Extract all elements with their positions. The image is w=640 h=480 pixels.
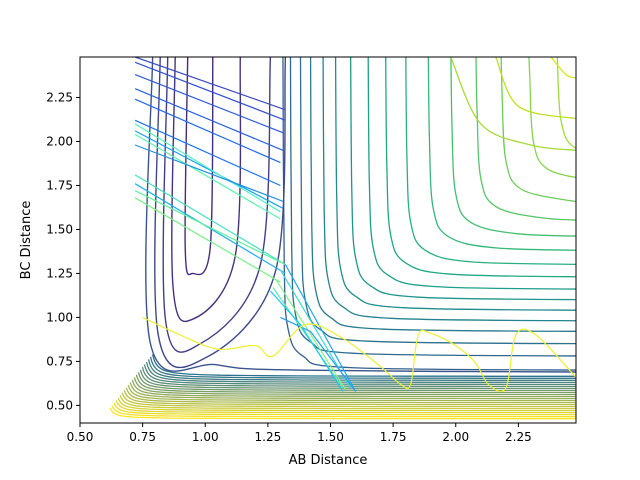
wall-contour [149, 356, 576, 379]
valley-contour [349, 57, 576, 301]
x-tick-label: 0.50 [67, 430, 94, 444]
x-tick-label: 1.00 [192, 430, 219, 444]
y-tick-label: 0.75 [46, 354, 73, 368]
valley-contour [289, 57, 576, 357]
well-contour [184, 57, 214, 276]
trajectory-line [134, 57, 286, 111]
x-tick-label: 0.75 [129, 430, 156, 444]
wall-contour [123, 390, 576, 406]
wall-contour [125, 387, 576, 404]
x-tick-label: 2.25 [505, 430, 532, 444]
valley-contour [385, 57, 576, 278]
arc-contour [450, 57, 576, 151]
wall-contour [109, 408, 576, 420]
trajectory-lines [134, 57, 576, 392]
valley-contour [475, 57, 576, 221]
x-axis-ticks: 0.50 0.75 1.00 1.25 1.50 1.75 2.00 2.25 [67, 423, 532, 444]
yellow-trajectory [142, 316, 576, 392]
y-axis-ticks: 0.50 0.75 1.00 1.25 1.50 1.75 2.00 2.25 [46, 90, 80, 412]
wall-contour [145, 361, 576, 384]
trajectory-line [134, 123, 281, 213]
trajectory-line [134, 88, 284, 151]
wall-contour [119, 394, 576, 410]
wall-contour [141, 366, 576, 388]
y-tick-label: 2.00 [46, 134, 73, 148]
wall-contour [139, 369, 576, 390]
trajectory-line [134, 144, 284, 202]
trajectory-line [134, 98, 281, 164]
valley-contour [405, 57, 576, 265]
wall-contour [129, 382, 576, 400]
trajectory-line [134, 174, 286, 266]
valley-contour [500, 57, 576, 203]
trajectory-line [134, 130, 284, 209]
valley-contour [322, 57, 576, 322]
y-axis-label: BC Distance [19, 201, 34, 280]
x-axis-label: AB Distance [289, 453, 368, 468]
wall-contour [117, 397, 576, 412]
valley-contour [334, 57, 576, 311]
y-tick-label: 1.25 [46, 266, 73, 280]
y-tick-label: 2.25 [46, 90, 73, 104]
trajectory-line [134, 183, 286, 274]
x-tick-label: 1.25 [255, 430, 282, 444]
wall-contour [131, 379, 576, 398]
x-tick-label: 1.75 [380, 430, 407, 444]
y-tick-label: 0.50 [46, 398, 73, 412]
y-tick-label: 1.75 [46, 178, 73, 192]
wall-contour [127, 384, 576, 402]
trajectory-line [280, 316, 357, 392]
trajectory-line [134, 197, 281, 283]
wall-contour [113, 402, 576, 416]
trajectory-line [269, 290, 344, 392]
trajectory-line [134, 74, 284, 134]
valley-contour [367, 57, 576, 290]
wall-contour [147, 359, 576, 382]
contour-lines [109, 57, 576, 420]
wall-contour [111, 405, 576, 418]
well-contour [145, 57, 576, 373]
trajectory-line [134, 133, 281, 220]
y-tick-label: 1.50 [46, 222, 73, 236]
well-contour [171, 57, 242, 323]
wall-contour [133, 377, 576, 396]
trajectory-line [134, 190, 286, 266]
arc-contour [550, 57, 576, 79]
valley-contour [309, 57, 576, 332]
wall-contour [135, 374, 576, 394]
wall-contour [137, 372, 576, 392]
trajectory-line [134, 119, 281, 187]
trajectory-line [272, 287, 344, 389]
wall-contour [152, 354, 576, 377]
wall-contour [121, 392, 576, 408]
valley-contour [427, 57, 576, 251]
well-contour [154, 57, 287, 369]
valley-contour [450, 57, 576, 237]
valley-contour [528, 57, 576, 179]
x-tick-label: 1.50 [317, 430, 344, 444]
valley-contour [556, 57, 576, 150]
wall-contour [115, 400, 576, 414]
x-tick-label: 2.00 [442, 430, 469, 444]
trajectory-line [284, 264, 357, 392]
trajectory-line [134, 61, 286, 121]
wall-contour [143, 364, 576, 386]
y-tick-label: 1.00 [46, 310, 73, 324]
plot-frame [79, 56, 577, 424]
arc-contour [495, 57, 576, 120]
trajectory-line [274, 278, 347, 390]
